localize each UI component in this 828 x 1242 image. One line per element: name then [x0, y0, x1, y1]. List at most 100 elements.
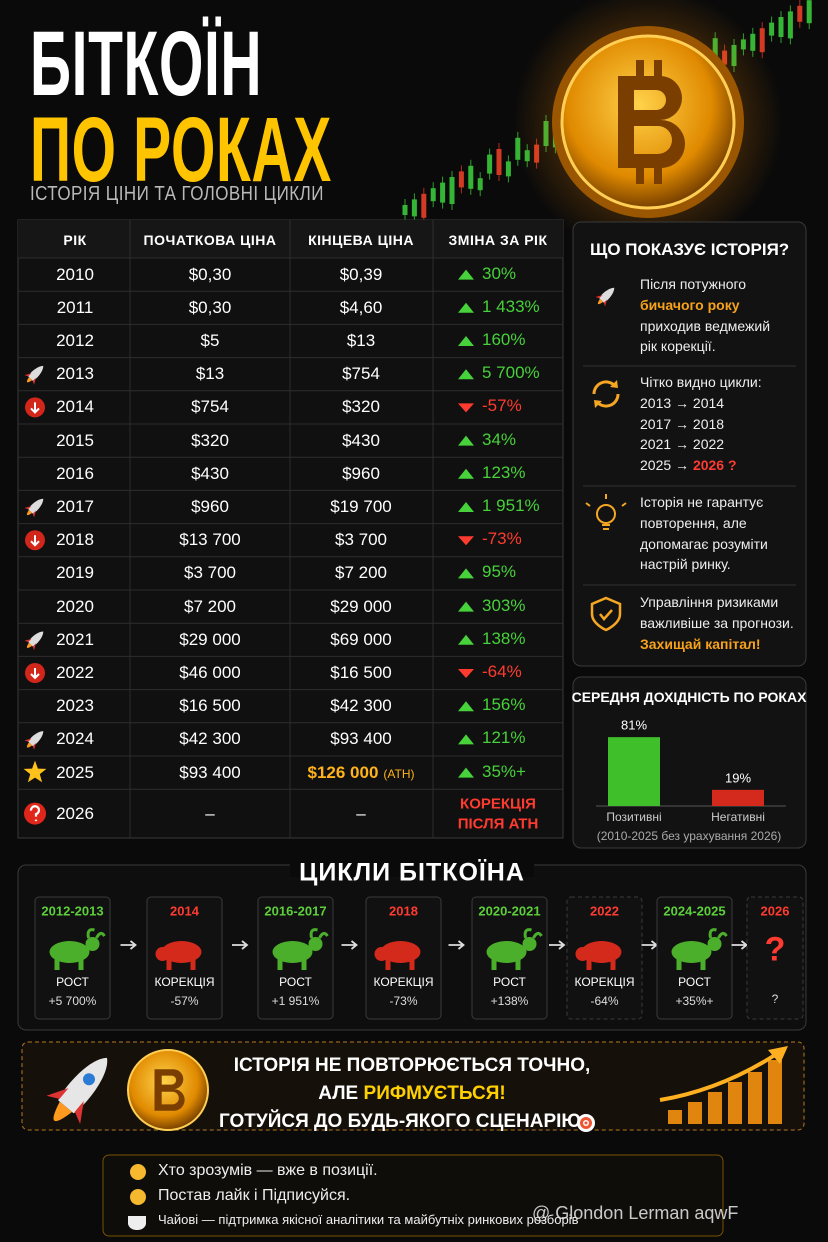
cycle-period: 2018: [389, 903, 418, 919]
cycle-arrow: [120, 940, 137, 950]
average-bar: [712, 789, 764, 806]
up-arrow: [458, 435, 474, 446]
cycle-arrow: [594, 380, 618, 408]
candle: [496, 149, 502, 175]
cycle-phase: КОРЕКЦІЯ: [154, 975, 215, 989]
up-arrow: [458, 468, 474, 479]
cycle-arrow: [549, 940, 566, 950]
question-mark: [29, 805, 41, 822]
change: 123%: [482, 462, 526, 482]
rocket-flame: [26, 642, 33, 648]
rocket-body: [599, 287, 615, 303]
bull-icon: [671, 928, 728, 970]
change: 5 700%: [482, 363, 540, 383]
year: 2026: [56, 803, 94, 823]
cycle-change: -57%: [170, 994, 199, 1008]
column-header: ПОЧАТКОВА ЦІНА: [143, 232, 277, 248]
animal-legs: [700, 958, 706, 970]
change: 160%: [482, 330, 526, 349]
banner-frame: [21, 1041, 805, 1131]
insight-line: повторення, але: [640, 515, 747, 531]
insight-line: важливіше за прогнози.: [640, 615, 794, 631]
cycle-phase: РОСТ: [493, 975, 526, 989]
average-note: (2010-2025 без урахування 2026): [596, 829, 782, 843]
start-price: $430: [191, 463, 229, 483]
candle: [787, 11, 793, 39]
title: БІТКОЇН: [30, 13, 263, 115]
change: 121%: [482, 728, 526, 748]
text-segment: ІСТОРІЯ НЕ ПОВТОРЮЄТЬСЯ ТОЧНО,: [233, 1055, 591, 1076]
end-price: $93 400: [330, 729, 392, 749]
accent-text: Захищай капітал!: [640, 635, 761, 652]
rocket-body: [28, 498, 44, 514]
insight-line: Захищай капітал!: [640, 636, 761, 652]
year: 2016: [56, 463, 94, 483]
rocket-icon: [24, 365, 44, 385]
bulb-icon: [596, 504, 616, 524]
animal-legs: [54, 958, 60, 970]
watermark: @ Glondon Lerman aqwF: [532, 1203, 739, 1223]
banner-line: ГОТУЙСЯ ДО БУДЬ-ЯКОГО СЦЕНАРІЮ: [219, 1111, 581, 1133]
up-arrow: [458, 767, 474, 778]
text-segment: Історія не гарантує: [640, 494, 764, 510]
candle: [468, 165, 474, 189]
change: 34%: [482, 429, 517, 449]
change: -57%: [482, 396, 522, 416]
end-price-note: (ATH): [383, 766, 415, 781]
start-price: $13: [195, 364, 225, 384]
end-price: $4,60: [339, 297, 383, 317]
candle: [778, 17, 784, 37]
year: 2024: [56, 729, 94, 749]
cycle-change: +1 951%: [271, 994, 320, 1008]
candle: [806, 0, 812, 24]
insight-line: 2013 → 2014: [640, 395, 724, 411]
candle: [769, 22, 775, 36]
rocket-flame: [26, 377, 33, 383]
bull-horns: [708, 928, 728, 939]
average-category: Позитивні: [606, 810, 662, 824]
start-price: $16 500: [179, 696, 241, 716]
insight-line: Управління ризиками: [640, 594, 778, 610]
star-icon: [23, 760, 47, 783]
year: 2018: [56, 530, 94, 550]
rocket-icon: [595, 287, 615, 307]
year: 2013: [56, 364, 94, 384]
change: 1 433%: [482, 296, 540, 316]
text-segment: АЛЕ: [318, 1083, 364, 1104]
accent-text: 2026 ?: [692, 457, 737, 474]
cycle-change: +138%: [490, 994, 529, 1008]
up-arrow: [458, 336, 474, 346]
up-arrow: [458, 269, 474, 280]
cycle-arrow: [731, 940, 748, 950]
year: 2014: [56, 397, 94, 417]
start-price: $3 700: [184, 563, 236, 583]
animal-legs: [190, 958, 196, 970]
change-label: ПІСЛЯ ATH: [457, 815, 539, 833]
candle: [430, 188, 436, 202]
animal-head: [707, 937, 722, 951]
down-arrow: [30, 535, 40, 547]
cycle-period: 2014: [170, 903, 199, 919]
accent-text: бичачого року: [640, 296, 740, 313]
bull-icon: [272, 928, 329, 970]
year: 2022: [56, 663, 94, 682]
year: 2017: [56, 497, 94, 516]
candle: [487, 154, 493, 174]
candle: [759, 28, 765, 53]
down-arrow: [458, 536, 474, 546]
average-value-label: 81%: [620, 717, 648, 733]
start-price: $0,30: [188, 264, 232, 284]
year: 2015: [56, 430, 94, 450]
insight-line: приходив ведмежий: [640, 318, 770, 334]
column-header: КІНЦЕВА ЦІНА: [308, 232, 414, 248]
cycle-arrow: [448, 940, 465, 950]
animal-body: [671, 941, 712, 963]
title: ПО РОКАХ: [30, 99, 332, 201]
animal-head: [575, 947, 590, 961]
cycle-change: +35%+: [675, 994, 714, 1008]
footer-line: Постав лайк і Підписуйся.: [158, 1187, 351, 1204]
animal-head: [155, 947, 170, 961]
candle: [449, 177, 455, 204]
cycle-symbol: ?: [764, 930, 786, 969]
